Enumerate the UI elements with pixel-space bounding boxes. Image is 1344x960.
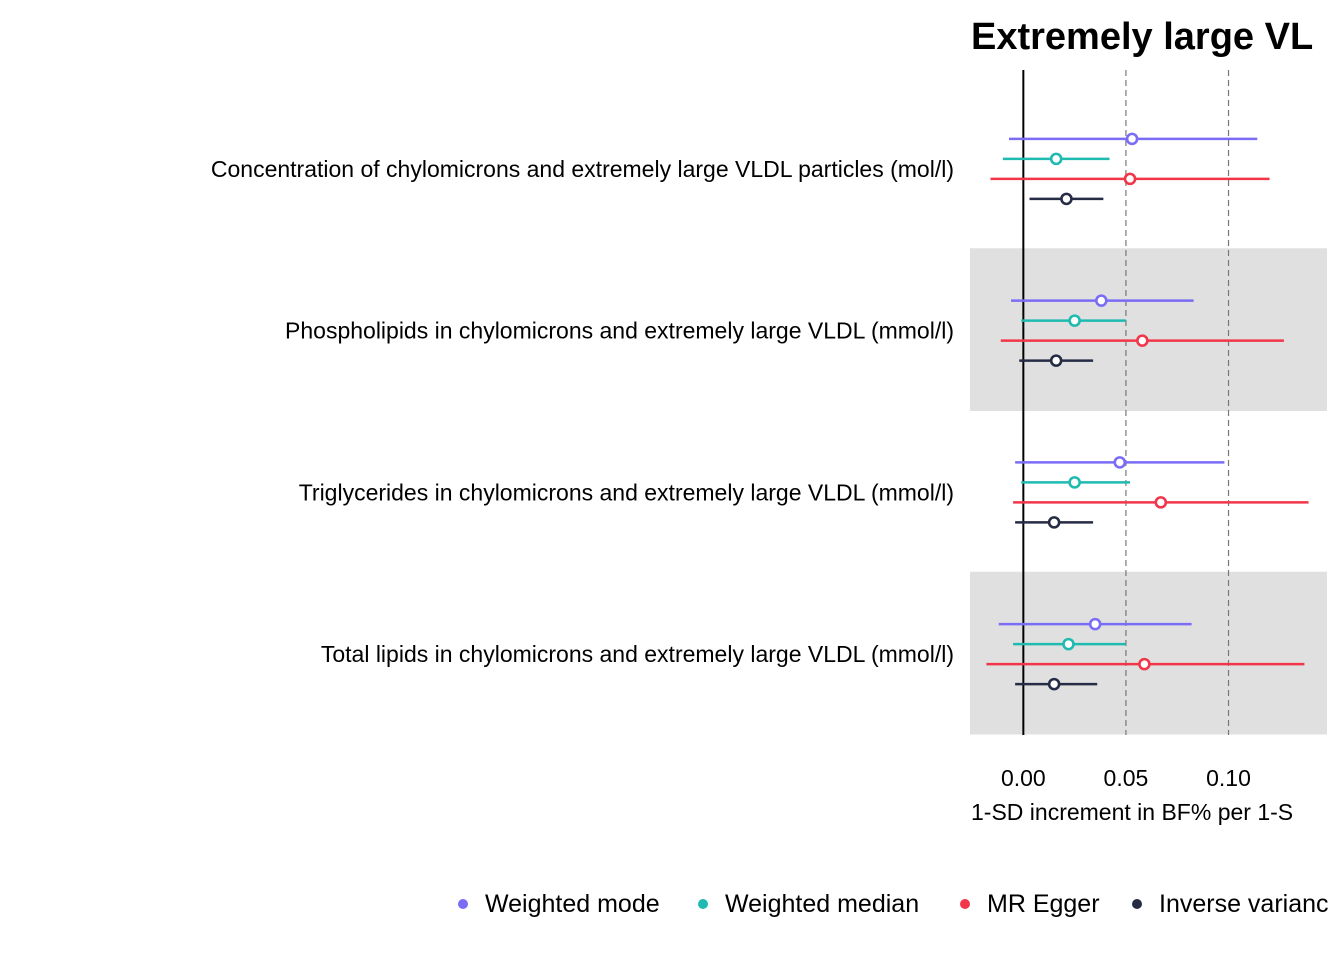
- estimate-point: [1113, 456, 1127, 469]
- estimate-point: [1136, 334, 1149, 347]
- estimate-point: [1060, 192, 1073, 206]
- row-label: Total lipids in chylomicrons and extreme…: [321, 641, 954, 667]
- x-tick-label: 0.05: [1104, 765, 1149, 791]
- row-bands: [970, 248, 1327, 735]
- legend-swatch: [698, 899, 708, 909]
- estimate-point: [1062, 637, 1075, 651]
- estimate-point: [1095, 294, 1108, 307]
- estimate-point: [1154, 496, 1168, 509]
- x-tick-label: 0.00: [1001, 765, 1046, 791]
- row-band: [970, 248, 1327, 411]
- estimate-point: [1049, 152, 1063, 166]
- x-tick-label: 0.10: [1206, 765, 1251, 791]
- legend: Weighted mode Weighted median MR Egger Inve…: [458, 890, 1329, 918]
- x-axis-label: 1-SD increment in BF% per 1-S: [971, 799, 1293, 825]
- estimate-point: [1138, 657, 1151, 671]
- chart-title: Extremely large VL: [971, 16, 1313, 58]
- x-tick-labels: 0.00 0.05 0.10: [1001, 765, 1251, 791]
- row-label: Triglycerides in chylomicrons and extrem…: [299, 479, 954, 505]
- legend-label: Weighted median: [725, 890, 919, 918]
- legend-label: MR Egger: [987, 890, 1100, 918]
- legend-swatch: [458, 899, 468, 909]
- estimate-point: [1123, 172, 1137, 186]
- estimate-point: [1047, 677, 1061, 691]
- estimate-point: [1047, 516, 1061, 529]
- legend-swatch: [1132, 899, 1142, 909]
- row-labels: Concentration of chylomicrons and extrem…: [211, 156, 954, 667]
- legend-label: Weighted mode: [485, 890, 660, 918]
- row-label: Concentration of chylomicrons and extrem…: [211, 156, 954, 182]
- estimate-point: [1068, 314, 1081, 327]
- estimate-point: [1049, 354, 1063, 367]
- estimate-point: [1125, 132, 1139, 146]
- estimate-marks: [986, 132, 1309, 691]
- estimate-point: [1088, 617, 1102, 631]
- row-label: Phospholipids in chylomicrons and extrem…: [285, 318, 954, 344]
- legend-swatch: [960, 899, 970, 909]
- legend-label: Inverse varianc: [1159, 890, 1329, 918]
- row-band: [970, 571, 1327, 735]
- estimate-point: [1068, 476, 1081, 489]
